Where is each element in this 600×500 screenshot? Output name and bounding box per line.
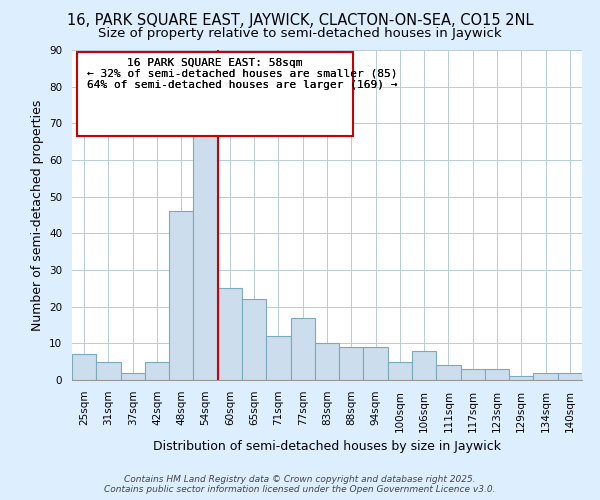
Bar bbox=[436, 366, 461, 380]
Bar bbox=[121, 372, 145, 380]
Text: ← 32% of semi-detached houses are smaller (85)
64% of semi-detached houses are l: ← 32% of semi-detached houses are smalle… bbox=[88, 68, 398, 90]
Bar bbox=[339, 347, 364, 380]
Bar bbox=[77, 52, 353, 136]
Bar bbox=[193, 120, 218, 380]
Bar bbox=[242, 300, 266, 380]
Bar bbox=[533, 372, 558, 380]
Bar bbox=[290, 318, 315, 380]
Bar bbox=[509, 376, 533, 380]
Bar bbox=[145, 362, 169, 380]
X-axis label: Distribution of semi-detached houses by size in Jaywick: Distribution of semi-detached houses by … bbox=[153, 440, 501, 453]
Text: 16 PARK SQUARE EAST: 58sqm: 16 PARK SQUARE EAST: 58sqm bbox=[127, 58, 302, 68]
Bar bbox=[72, 354, 96, 380]
Bar bbox=[169, 212, 193, 380]
Bar bbox=[388, 362, 412, 380]
Text: 16, PARK SQUARE EAST, JAYWICK, CLACTON-ON-SEA, CO15 2NL: 16, PARK SQUARE EAST, JAYWICK, CLACTON-O… bbox=[67, 12, 533, 28]
Bar bbox=[96, 362, 121, 380]
Bar bbox=[412, 350, 436, 380]
Bar bbox=[558, 372, 582, 380]
Text: Contains HM Land Registry data © Crown copyright and database right 2025.
Contai: Contains HM Land Registry data © Crown c… bbox=[104, 474, 496, 494]
Bar bbox=[266, 336, 290, 380]
Bar bbox=[461, 369, 485, 380]
Bar bbox=[485, 369, 509, 380]
Text: 16 PARK SQUARE EAST: 58sqm: 16 PARK SQUARE EAST: 58sqm bbox=[127, 58, 302, 68]
Bar bbox=[218, 288, 242, 380]
Bar bbox=[364, 347, 388, 380]
Y-axis label: Number of semi-detached properties: Number of semi-detached properties bbox=[31, 100, 44, 330]
Text: Size of property relative to semi-detached houses in Jaywick: Size of property relative to semi-detach… bbox=[98, 28, 502, 40]
Text: ← 32% of semi-detached houses are smaller (85)
64% of semi-detached houses are l: ← 32% of semi-detached houses are smalle… bbox=[88, 68, 398, 90]
Bar bbox=[315, 344, 339, 380]
